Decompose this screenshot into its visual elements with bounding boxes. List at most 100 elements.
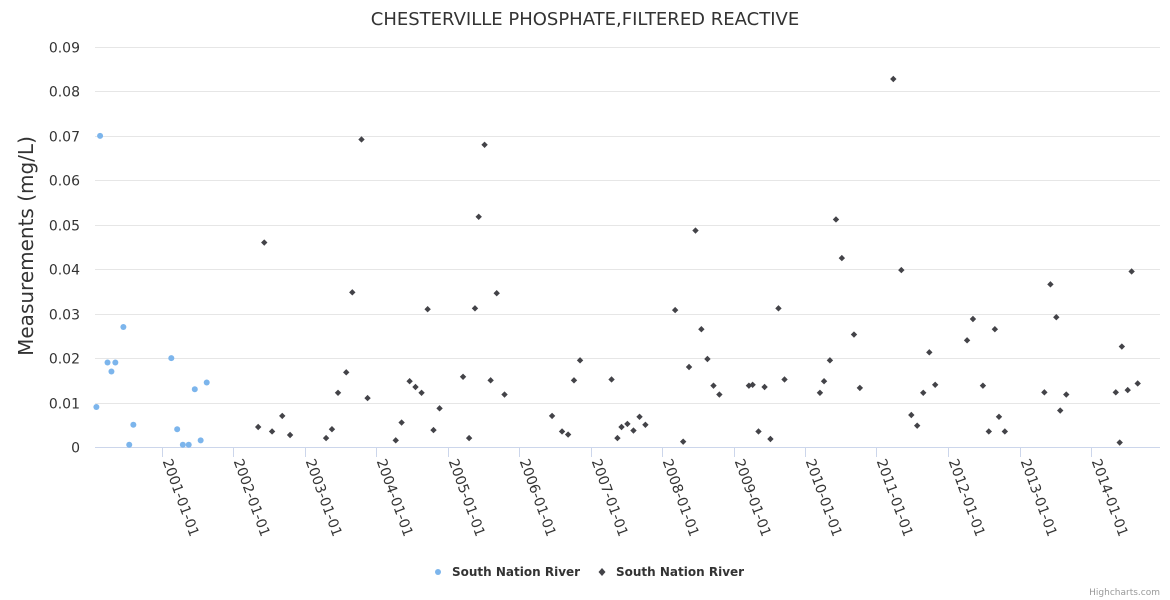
data-point[interactable]: [97, 132, 104, 139]
data-point[interactable]: [608, 376, 615, 383]
data-point[interactable]: [671, 306, 679, 314]
data-point[interactable]: [185, 441, 192, 448]
data-point[interactable]: [1053, 314, 1060, 321]
data-point[interactable]: [1116, 439, 1123, 446]
data-point[interactable]: [755, 428, 762, 435]
data-point[interactable]: [126, 441, 133, 448]
data-point[interactable]: [614, 434, 621, 442]
data-point[interactable]: [969, 315, 977, 323]
data-point[interactable]: [465, 434, 473, 442]
data-point[interactable]: [279, 412, 286, 420]
data-point[interactable]: [1112, 389, 1119, 396]
data-point[interactable]: [570, 377, 578, 384]
data-point[interactable]: [564, 431, 572, 438]
data-point[interactable]: [856, 384, 864, 392]
data-point[interactable]: [890, 75, 897, 83]
data-point[interactable]: [93, 404, 100, 410]
data-point[interactable]: [926, 349, 933, 356]
data-point[interactable]: [406, 378, 413, 385]
data-point[interactable]: [1041, 389, 1048, 396]
data-point[interactable]: [1124, 386, 1131, 394]
data-point[interactable]: [364, 394, 371, 402]
data-point[interactable]: [475, 213, 482, 220]
data-point[interactable]: [349, 289, 356, 296]
data-point[interactable]: [548, 412, 556, 420]
data-point[interactable]: [130, 421, 137, 428]
legend[interactable]: South Nation River South Nation River: [435, 565, 744, 579]
data-point[interactable]: [781, 376, 788, 383]
data-point[interactable]: [979, 382, 987, 389]
data-point[interactable]: [501, 391, 508, 398]
data-point[interactable]: [618, 423, 625, 431]
data-point[interactable]: [418, 389, 425, 396]
data-point[interactable]: [398, 419, 405, 426]
data-point[interactable]: [286, 431, 294, 439]
data-point[interactable]: [838, 254, 846, 262]
data-point[interactable]: [436, 405, 443, 412]
data-point[interactable]: [913, 422, 921, 429]
data-point[interactable]: [816, 389, 824, 396]
data-point[interactable]: [624, 420, 631, 428]
data-point[interactable]: [995, 413, 1003, 420]
data-point[interactable]: [704, 355, 711, 363]
data-point[interactable]: [358, 136, 365, 143]
data-point[interactable]: [1134, 380, 1141, 387]
data-point[interactable]: [826, 357, 834, 364]
data-point[interactable]: [174, 426, 181, 433]
data-point[interactable]: [685, 363, 693, 371]
data-point[interactable]: [108, 368, 115, 375]
legend-item-series-1[interactable]: South Nation River: [435, 565, 580, 579]
data-point[interactable]: [459, 373, 467, 380]
data-point[interactable]: [1001, 428, 1009, 435]
data-point[interactable]: [1057, 407, 1064, 414]
data-point[interactable]: [745, 382, 753, 389]
data-point[interactable]: [487, 377, 494, 384]
data-point[interactable]: [334, 389, 342, 396]
data-point[interactable]: [820, 378, 828, 385]
data-point[interactable]: [254, 423, 262, 431]
data-point[interactable]: [268, 428, 276, 435]
data-point[interactable]: [767, 435, 774, 443]
data-point[interactable]: [920, 389, 927, 396]
data-point[interactable]: [991, 326, 999, 333]
data-point[interactable]: [120, 324, 127, 330]
data-point[interactable]: [392, 437, 399, 444]
data-point[interactable]: [493, 290, 500, 297]
data-point[interactable]: [112, 359, 119, 366]
data-point[interactable]: [636, 413, 643, 420]
data-point[interactable]: [749, 381, 756, 388]
legend-item-series-2[interactable]: South Nation River: [598, 565, 745, 579]
data-point[interactable]: [1047, 281, 1054, 288]
data-point[interactable]: [710, 382, 717, 389]
data-point[interactable]: [191, 386, 198, 393]
data-point[interactable]: [168, 355, 175, 362]
data-point[interactable]: [963, 337, 971, 344]
data-point[interactable]: [775, 305, 782, 312]
data-point[interactable]: [931, 381, 939, 388]
data-point[interactable]: [832, 216, 840, 223]
data-point[interactable]: [576, 357, 584, 364]
data-point[interactable]: [179, 441, 186, 448]
data-point[interactable]: [203, 379, 210, 386]
data-point[interactable]: [1128, 268, 1135, 275]
data-point[interactable]: [412, 383, 419, 391]
data-point[interactable]: [642, 421, 649, 428]
data-point[interactable]: [343, 369, 350, 376]
data-point[interactable]: [471, 305, 479, 312]
data-point[interactable]: [679, 438, 687, 445]
data-point[interactable]: [761, 383, 768, 391]
data-point[interactable]: [261, 239, 268, 246]
data-point[interactable]: [481, 141, 488, 148]
data-point[interactable]: [898, 266, 905, 274]
data-point[interactable]: [197, 437, 204, 444]
data-point[interactable]: [698, 326, 705, 333]
data-point[interactable]: [104, 359, 111, 366]
data-point[interactable]: [430, 426, 437, 434]
data-point[interactable]: [558, 428, 566, 435]
data-point[interactable]: [908, 411, 915, 419]
data-point[interactable]: [1118, 343, 1126, 350]
data-point[interactable]: [322, 434, 330, 442]
data-point[interactable]: [985, 428, 992, 435]
data-point[interactable]: [630, 427, 637, 434]
data-point[interactable]: [1063, 391, 1070, 398]
